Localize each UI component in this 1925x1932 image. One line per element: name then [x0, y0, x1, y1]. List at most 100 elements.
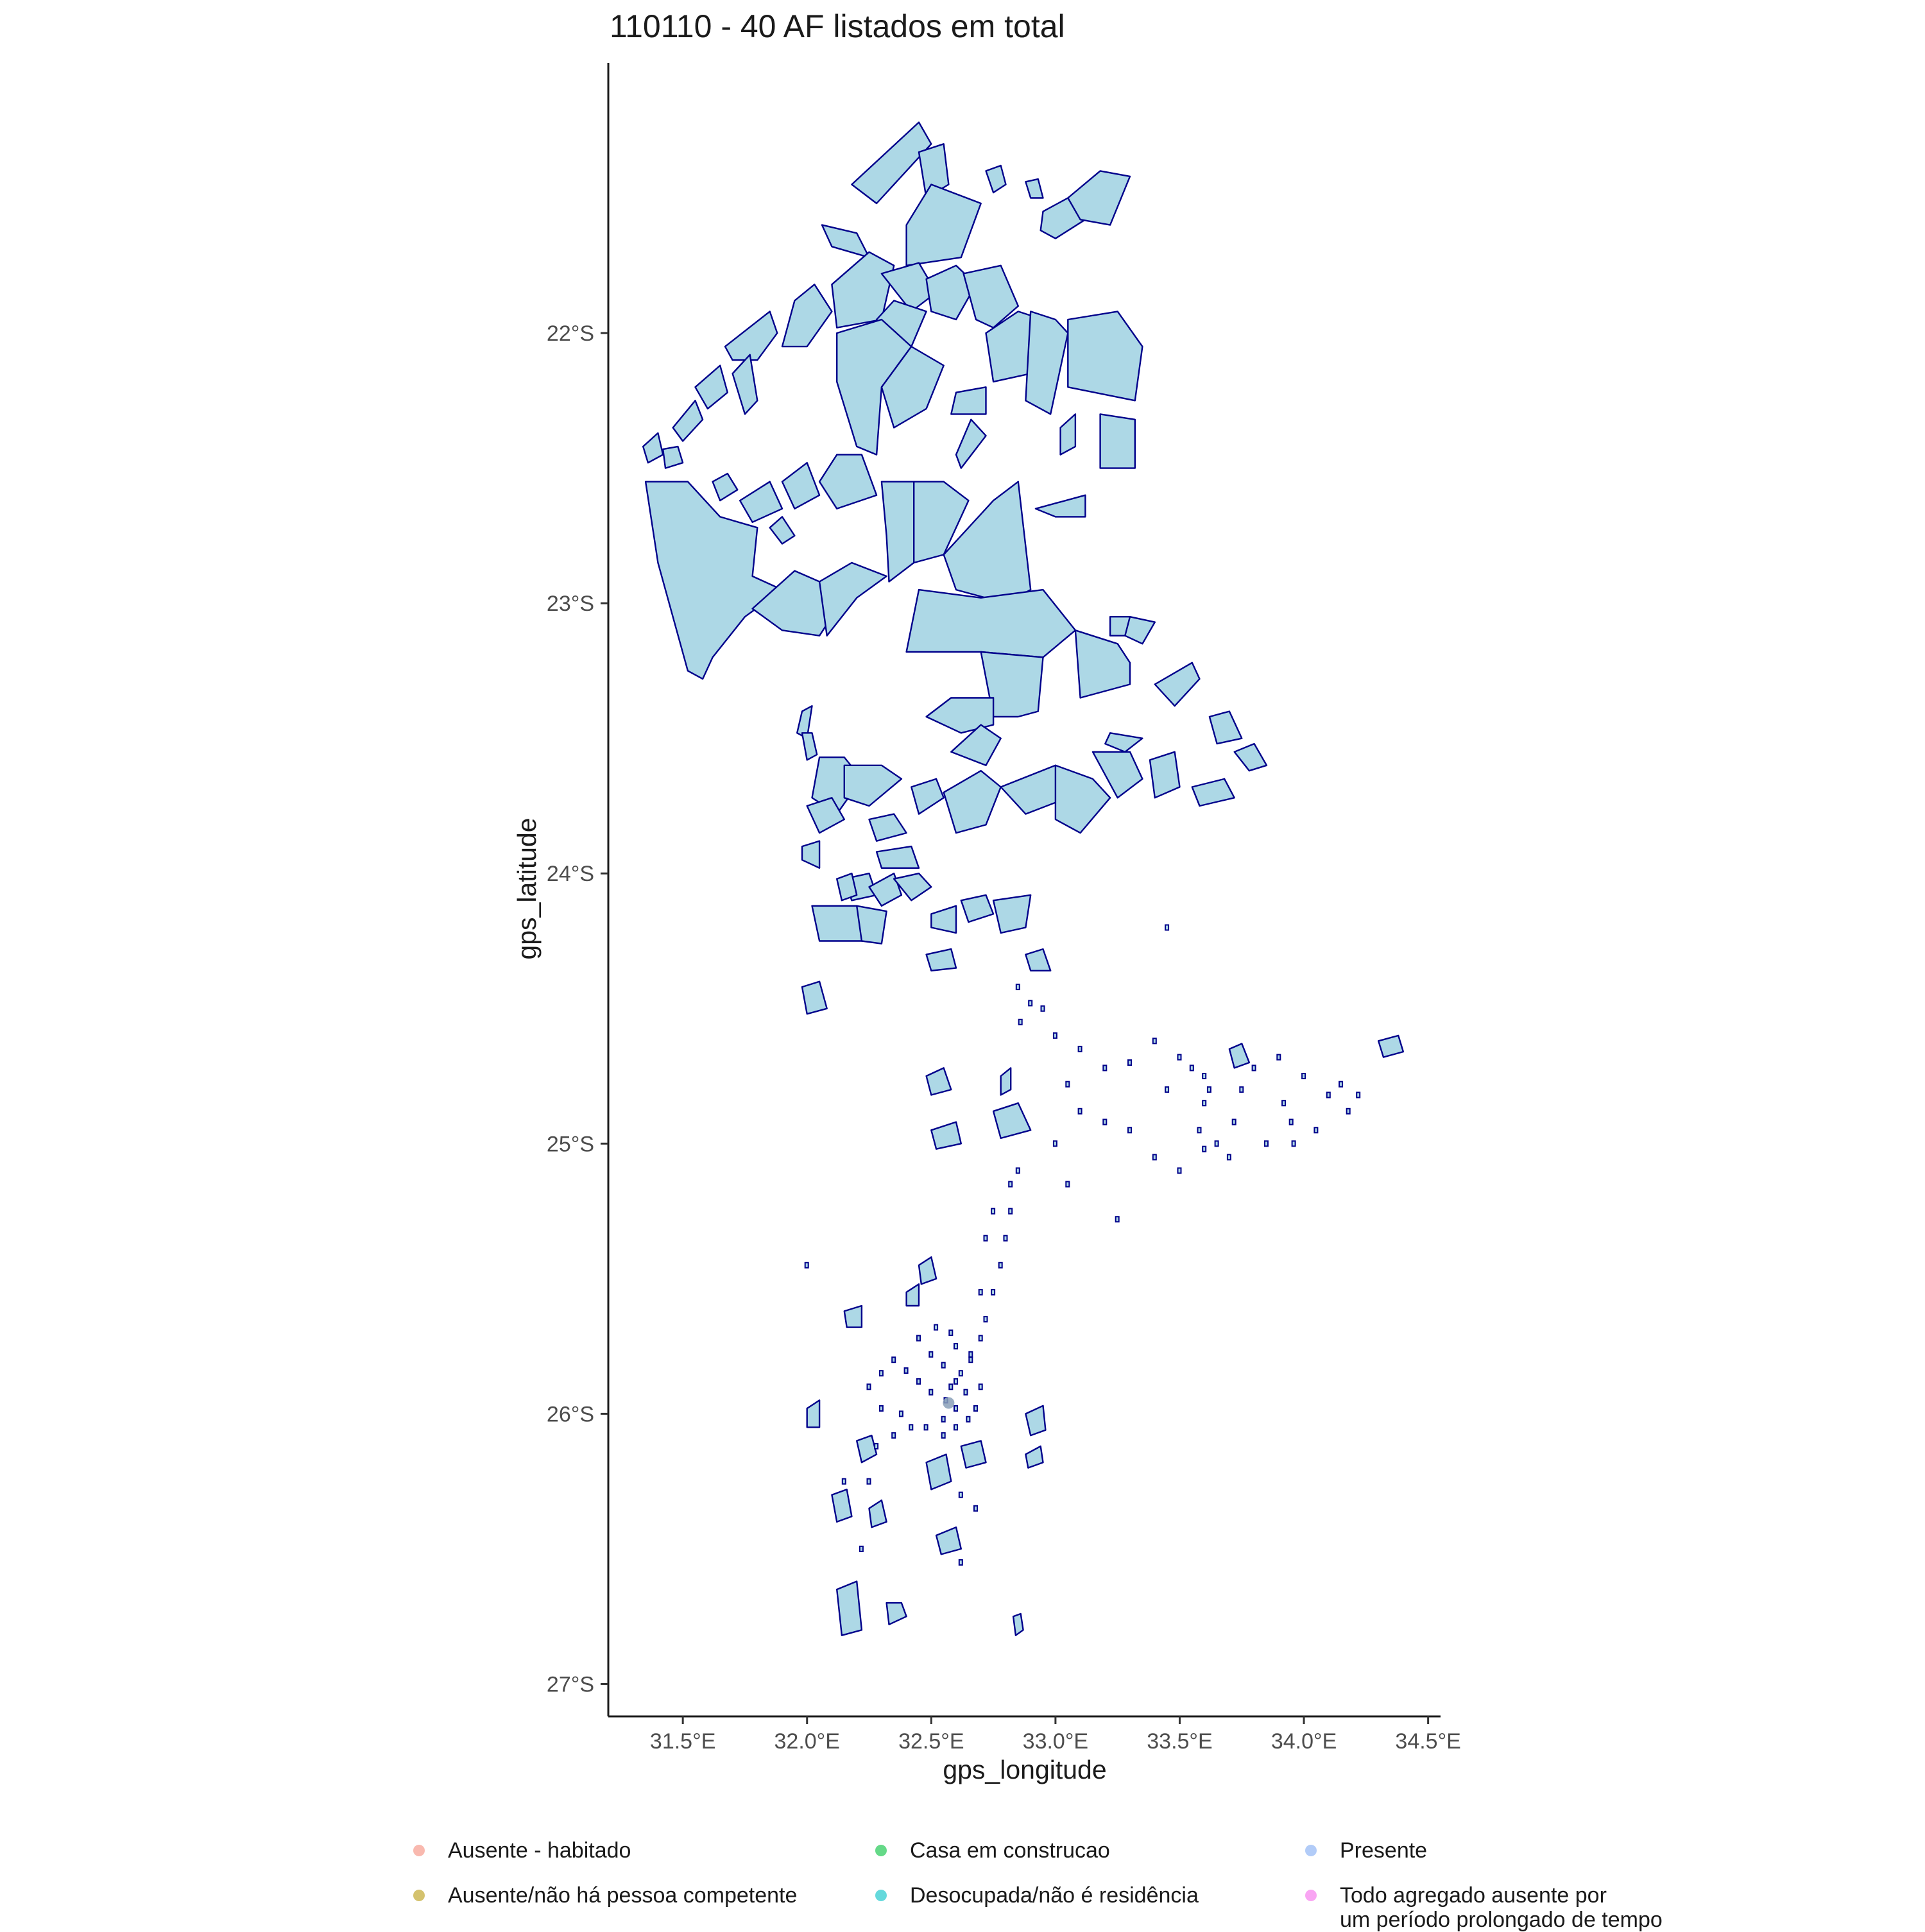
region-polygon-99	[1025, 1445, 1044, 1469]
region-speck-75	[859, 1545, 864, 1552]
x-tick-label-2: 32.5°E	[898, 1729, 964, 1754]
region-speck-10	[1177, 1054, 1182, 1061]
region-speck-73	[958, 1559, 963, 1566]
region-speck-13	[1202, 1100, 1207, 1107]
region-polygon-85	[918, 1256, 937, 1285]
region-speck-54	[891, 1432, 896, 1439]
region-speck-37	[983, 1316, 988, 1322]
legend-swatch-2	[875, 1845, 887, 1856]
region-speck-61	[928, 1351, 934, 1358]
region-speck-66	[941, 1432, 946, 1439]
region-polygon-41	[905, 588, 1077, 658]
region-speck-50	[866, 1383, 871, 1390]
legend-swatch-0	[413, 1845, 425, 1856]
y-tick-label-5: 27°S	[547, 1672, 594, 1697]
region-polygon-63	[801, 840, 821, 869]
region-speck-84	[1206, 1086, 1211, 1093]
legend-label-1: Ausente/não há pessoa competente	[448, 1883, 798, 1908]
region-speck-3	[1018, 1018, 1023, 1025]
region-polygon-14	[1025, 311, 1069, 415]
region-polygon-59	[1233, 742, 1268, 772]
legend-label-4: Presente	[1340, 1838, 1428, 1863]
region-speck-60	[941, 1362, 946, 1369]
region-polygon-12	[963, 264, 1020, 329]
region-speck-27	[1102, 1118, 1108, 1125]
tick-layer: 31.5°E 32.0°E 32.5°E 33.0°E 33.5°E 34.0°E 34.5…	[547, 321, 1461, 1754]
region-polygon-72	[992, 894, 1032, 934]
legend-item-3: Desocupada/não é residência	[860, 1883, 1199, 1908]
legend: Ausente - habitado Ausente/não há pessoa …	[398, 1825, 1720, 1932]
region-polygon-28	[662, 445, 684, 469]
region-speck-26	[1127, 1127, 1132, 1134]
region-speck-83	[1202, 1073, 1207, 1079]
region-polygon-18	[880, 345, 945, 429]
region-polygon-45	[1074, 629, 1131, 699]
region-speck-16	[1276, 1054, 1281, 1061]
region-speck-65	[923, 1424, 928, 1431]
region-speck-51	[878, 1405, 884, 1412]
region-polygon-95	[835, 1580, 863, 1636]
region-polygon-74	[1025, 948, 1052, 972]
region-speck-67	[954, 1424, 958, 1431]
region-polygon-7	[821, 224, 870, 259]
region-speck-34	[1003, 1235, 1008, 1242]
region-speck-87	[1231, 1118, 1236, 1125]
region-speck-11	[1189, 1064, 1194, 1072]
region-polygon-38	[912, 481, 970, 564]
region-speck-91	[1339, 1081, 1344, 1088]
y-tick-label-3: 25°S	[547, 1132, 594, 1156]
region-polygon-19	[950, 386, 987, 415]
region-speck-2	[1040, 1005, 1045, 1012]
region-speck-59	[954, 1343, 958, 1350]
region-polygon-89	[855, 1434, 878, 1464]
region-polygon-64	[875, 845, 920, 869]
region-polygon-96	[886, 1602, 907, 1626]
region-speck-79	[983, 1235, 988, 1242]
region-polygon-50	[843, 764, 903, 807]
region-speck-29	[1052, 1140, 1057, 1147]
region-layer	[642, 121, 1405, 1636]
region-speck-53	[909, 1424, 914, 1431]
region-speck-21	[1264, 1140, 1269, 1147]
region-speck-39	[968, 1356, 973, 1364]
region-speck-30	[1065, 1181, 1070, 1188]
region-polygon-77	[835, 872, 858, 902]
region-speck-69	[973, 1405, 978, 1412]
household-point	[943, 1397, 955, 1409]
axes	[607, 63, 1441, 1718]
region-speck-17	[1301, 1073, 1306, 1079]
region-speck-81	[1008, 1181, 1013, 1188]
region-polygon-4	[1025, 178, 1044, 199]
region-speck-71	[958, 1491, 963, 1498]
region-polygon-26	[672, 400, 704, 442]
region-polygon-17	[835, 318, 912, 456]
region-polygon-91	[960, 1440, 987, 1469]
region-speck-92	[1356, 1091, 1361, 1099]
region-speck-80	[991, 1208, 996, 1215]
region-polygon-98	[1025, 1405, 1047, 1437]
region-polygon-6	[1067, 170, 1131, 226]
region-speck-8	[1152, 1038, 1157, 1045]
region-polygon-21	[1099, 413, 1136, 469]
region-speck-9	[1127, 1059, 1132, 1066]
region-polygon-58	[1208, 710, 1243, 745]
legend-label-0: Ausente - habitado	[448, 1838, 631, 1863]
region-speck-52	[898, 1410, 903, 1417]
y-axis-title: gps_latitude	[512, 817, 542, 959]
region-speck-46	[916, 1378, 921, 1385]
region-speck-56	[954, 1378, 958, 1385]
region-polygon-67	[893, 872, 932, 902]
region-speck-82	[1165, 924, 1170, 931]
region-speck-14	[1239, 1086, 1244, 1093]
region-speck-90	[1313, 1127, 1319, 1134]
region-speck-58	[968, 1351, 973, 1358]
speck-layer	[804, 924, 1361, 1566]
legend-label-3: Desocupada/não é residência	[910, 1883, 1199, 1908]
region-speck-44	[941, 1415, 946, 1423]
region-speck-68	[966, 1415, 971, 1423]
x-tick-label-0: 31.5°E	[650, 1729, 715, 1754]
region-speck-31	[1115, 1216, 1120, 1223]
region-speck-57	[963, 1389, 968, 1396]
region-speck-72	[973, 1505, 978, 1512]
region-speck-43	[954, 1405, 958, 1412]
